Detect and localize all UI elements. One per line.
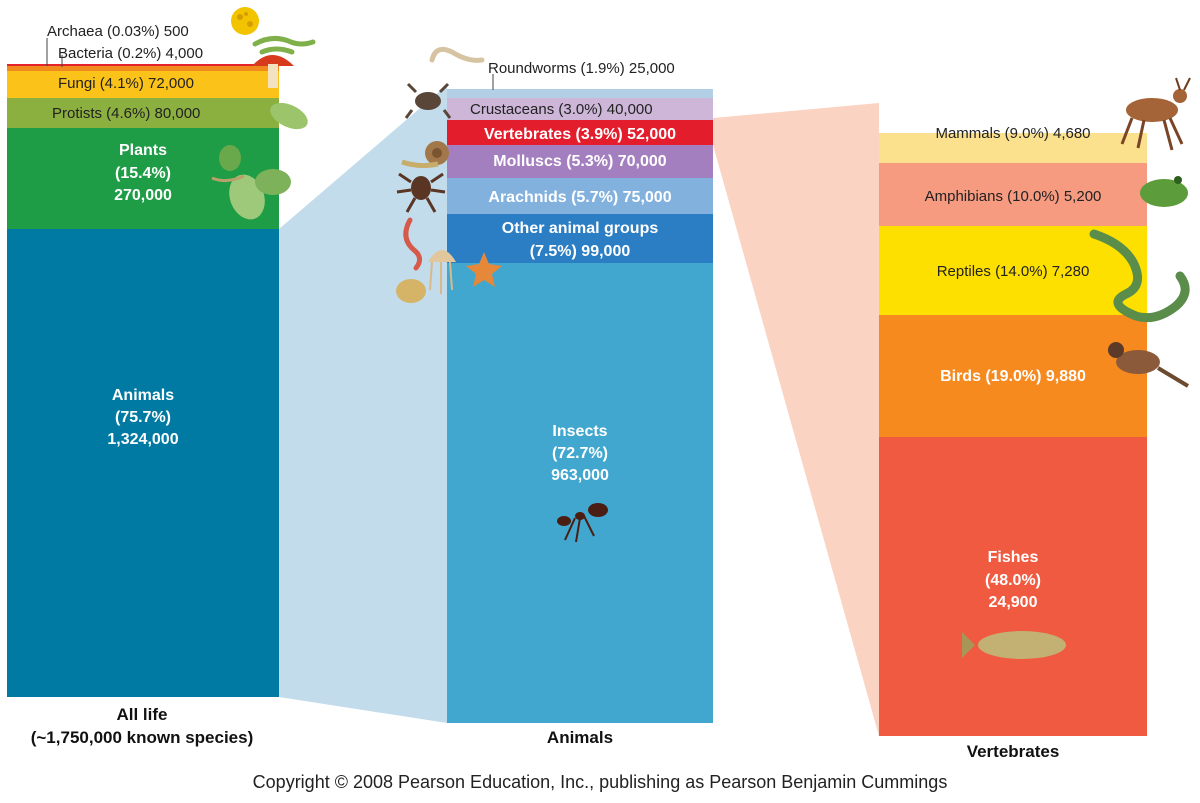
all-life-fungi-segment: [7, 71, 279, 98]
animals-insects-percent-label: (72.7%): [552, 445, 608, 462]
vertebrates-birds-label: Birds (19.0%) 9,880: [940, 368, 1086, 385]
copyright-footer: Copyright © 2008 Pearson Education, Inc.…: [252, 772, 948, 792]
all-life-animals-name-label: Animals: [112, 387, 174, 404]
bar-vertebrates: Mammals (9.0%) 4,680 Amphibians (10.0%) 5…: [879, 125, 1147, 736]
vertebrates-fishes-name-label: Fishes: [988, 549, 1039, 566]
animals-other-animal-groups-name-label: Other animal groups: [502, 220, 659, 237]
bacteria-illustration: [252, 36, 316, 55]
animals-connector-fan: [279, 85, 447, 723]
animals-roundworms-label: Roundworms (1.9%) 25,000: [488, 60, 675, 77]
all-life-plants-count-label: 270,000: [114, 187, 172, 204]
vertebrates-fishes-segment: [879, 437, 1147, 736]
all-life-animals-count-label: 1,324,000: [107, 431, 178, 448]
mushroom-illustration: [252, 55, 294, 88]
animals-vertebrates-segment: [447, 120, 713, 145]
vertebrates-fishes-percent-label: (48.0%): [985, 572, 1041, 589]
all-life-plants-percent-label: (15.4%): [115, 165, 171, 182]
vertebrates-amphibians-label: Amphibians (10.0%) 5,200: [925, 188, 1102, 205]
vertebrates-connector-fan: [713, 103, 879, 736]
snail-illustration: [401, 141, 449, 169]
jellyfish-illustration: [428, 250, 456, 294]
animals-other-animal-groups-value-label: (7.5%) 99,000: [530, 243, 631, 260]
animals-insects-segment: [447, 263, 713, 723]
vertebrates-birds-segment: [879, 315, 1147, 437]
starfish-illustration: [466, 252, 502, 287]
vertebrates-fishes-count-label: 24,900: [989, 594, 1038, 611]
animals-arachnids-segment: [447, 178, 713, 214]
all-life-protists-label: Protists (4.6%) 80,000: [52, 105, 200, 122]
vertebrates-amphibians-segment: [879, 163, 1147, 226]
all-life-bacteria-segment: [7, 66, 279, 71]
roundworm-illustration: [429, 46, 485, 63]
all-life-animals-segment: [7, 229, 279, 697]
bird-illustration: [1108, 342, 1190, 388]
all-life-axis-label: All life: [116, 705, 167, 724]
all-life-archaea-segment: [7, 64, 279, 66]
vertebrates-mammals-segment: [879, 133, 1147, 163]
frog-illustration: [1140, 176, 1188, 207]
worm-illustration: [403, 217, 422, 271]
all-life-plants-name-label: Plants: [119, 142, 167, 159]
protist-illustration: [270, 102, 308, 130]
snake-illustration: [1089, 229, 1190, 323]
all-life-bacteria-label: Bacteria (0.2%) 4,000: [58, 45, 203, 62]
fish-illustration: [962, 631, 1066, 659]
archaea-illustration: [231, 7, 259, 35]
deer-illustration: [1120, 77, 1191, 151]
all-life-protists-segment: [7, 98, 279, 128]
vertebrates-reptiles-label: Reptiles (14.0%) 7,280: [937, 263, 1090, 280]
plant-leaf-illustration: [211, 145, 291, 220]
all-life-fungi-label: Fungi (4.1%) 72,000: [58, 75, 194, 92]
bar-animals: Roundworms (1.9%) 25,000 Crustaceans (3.0…: [447, 60, 713, 723]
animals-axis-label: Animals: [547, 728, 613, 747]
animals-roundworms-segment: [447, 89, 713, 98]
coral-illustration: [396, 279, 426, 303]
animals-arachnids-label: Arachnids (5.7%) 75,000: [488, 189, 671, 206]
vertebrates-axis-label: Vertebrates: [967, 742, 1060, 761]
animals-other-animal-groups-segment: [447, 214, 713, 263]
all-life-axis-sublabel: (~1,750,000 known species): [31, 728, 254, 747]
vertebrates-mammals-label: Mammals (9.0%) 4,680: [935, 125, 1090, 142]
bar-all-life: Archaea (0.03%) 500 Bacteria (0.2%) 4,000…: [7, 23, 279, 697]
spider-illustration: [396, 172, 446, 213]
crab-illustration: [404, 82, 452, 119]
animals-insects-count-label: 963,000: [551, 467, 609, 484]
animals-crustaceans-label: Crustaceans (3.0%) 40,000: [470, 101, 653, 118]
all-life-archaea-label: Archaea (0.03%) 500: [47, 23, 189, 40]
animals-insects-name-label: Insects: [552, 423, 607, 440]
all-life-animals-percent-label: (75.7%): [115, 409, 171, 426]
animals-molluscs-label: Molluscs (5.3%) 70,000: [493, 153, 667, 170]
animals-crustaceans-segment: [447, 98, 713, 120]
animals-vertebrates-label: Vertebrates (3.9%) 52,000: [484, 126, 676, 143]
animals-molluscs-segment: [447, 145, 713, 178]
ant-illustration: [557, 503, 608, 543]
